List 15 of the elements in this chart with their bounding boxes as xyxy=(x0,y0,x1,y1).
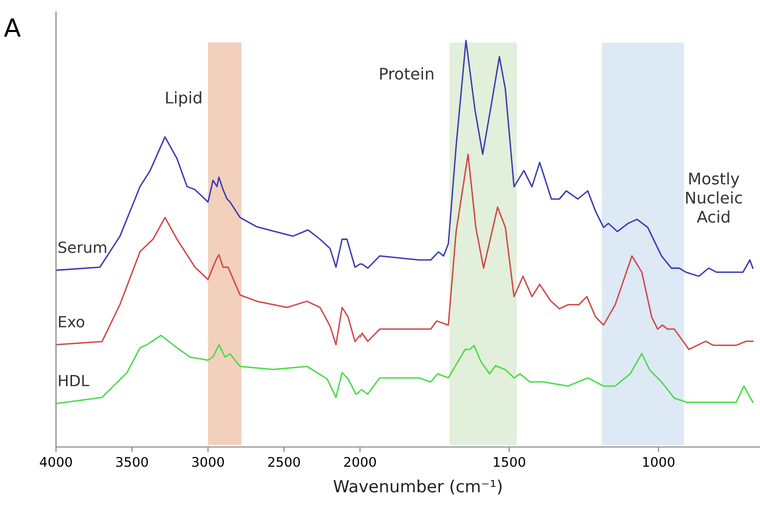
series-label: Serum xyxy=(58,242,106,254)
x-tick-label: 1500 xyxy=(494,456,526,467)
x-tick-label: 2000 xyxy=(344,456,376,467)
x-tick-label: 2500 xyxy=(268,456,300,467)
band-label: Protein xyxy=(380,67,434,80)
x-tick-label: 1000 xyxy=(643,456,674,467)
x-tick-label: 3000 xyxy=(192,456,224,467)
band-label: Mostly Nucleic Acid xyxy=(686,172,742,223)
series-label: HDL xyxy=(59,375,90,386)
text: A xyxy=(4,18,21,37)
series-label: Exo xyxy=(59,316,84,328)
band-label: Lipid xyxy=(166,91,202,107)
x-axis-title: Wavenumber (cm⁻¹) xyxy=(334,480,502,494)
x-tick-label: 3500 xyxy=(116,456,148,467)
x-tick-label: 4000 xyxy=(40,456,72,467)
